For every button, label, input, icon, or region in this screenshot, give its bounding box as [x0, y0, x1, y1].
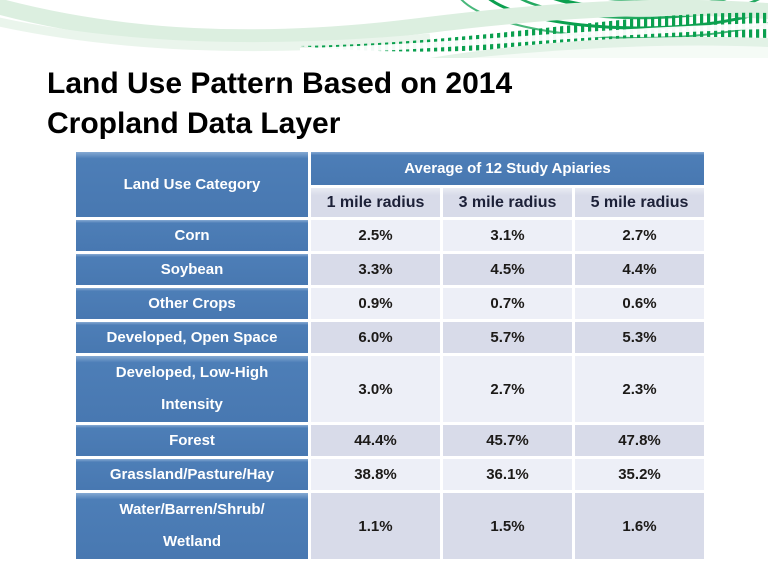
page-title-line1: Land Use Pattern Based on 2014: [47, 67, 513, 100]
value-cell: 2.7%: [443, 356, 572, 422]
value-cell: 1.6%: [575, 493, 704, 559]
category-label: Developed, Low-High Intensity: [115, 363, 269, 413]
value-cell: 35.2%: [575, 459, 704, 490]
page-title: Land Use Pattern Based on 2014 Cropland …: [47, 64, 727, 144]
value-cell: 38.8%: [311, 459, 440, 490]
table-row-developed-low-high: Developed, Low-High Intensity 3.0% 2.7% …: [76, 356, 704, 422]
value-cell: 1.5%: [443, 493, 572, 559]
value-cell: 0.6%: [575, 288, 704, 319]
value-cell: 5.3%: [575, 322, 704, 353]
table-row-corn: Corn 2.5% 3.1% 2.7%: [76, 220, 704, 251]
table-row-grassland: Grassland/Pasture/Hay 38.8% 36.1% 35.2%: [76, 459, 704, 490]
value-cell: 47.8%: [575, 425, 704, 456]
category-cell: Other Crops: [76, 288, 308, 319]
table-row-forest: Forest 44.4% 45.7% 47.8%: [76, 425, 704, 456]
category-label: Developed, Open Space: [106, 328, 278, 346]
value-cell: 3.3%: [311, 254, 440, 285]
page-title-line2: Cropland Data Layer: [47, 107, 341, 140]
land-use-table-container: Land Use Category Average of 12 Study Ap…: [73, 149, 707, 562]
category-label: Corn: [174, 226, 210, 244]
category-label: Other Crops: [148, 294, 236, 312]
category-cell: Grassland/Pasture/Hay: [76, 459, 308, 490]
value-cell: 2.5%: [311, 220, 440, 251]
table-row-water-barren: Water/Barren/Shrub/ Wetland 1.1% 1.5% 1.…: [76, 493, 704, 559]
category-label: Forest: [169, 431, 215, 449]
value-cell: 6.0%: [311, 322, 440, 353]
table-row-soybean: Soybean 3.3% 4.5% 4.4%: [76, 254, 704, 285]
value-cell: 2.3%: [575, 356, 704, 422]
value-cell: 45.7%: [443, 425, 572, 456]
category-cell: Forest: [76, 425, 308, 456]
table-row-other-crops: Other Crops 0.9% 0.7% 0.6%: [76, 288, 704, 319]
header-cell-3mile: 3 mile radius: [443, 188, 572, 217]
value-cell: 0.9%: [311, 288, 440, 319]
land-use-table: Land Use Category Average of 12 Study Ap…: [73, 149, 707, 562]
value-cell: 3.1%: [443, 220, 572, 251]
value-cell: 0.7%: [443, 288, 572, 319]
header-banner-graphic: [0, 0, 768, 58]
value-cell: 4.5%: [443, 254, 572, 285]
value-cell: 5.7%: [443, 322, 572, 353]
header-cell-category: Land Use Category: [76, 152, 308, 217]
category-cell: Developed, Open Space: [76, 322, 308, 353]
value-cell: 44.4%: [311, 425, 440, 456]
header-category-label: Land Use Category: [123, 175, 261, 193]
table-header-row: Land Use Category Average of 12 Study Ap…: [76, 152, 704, 217]
header-cell-5mile: 5 mile radius: [575, 188, 704, 217]
value-cell: 1.1%: [311, 493, 440, 559]
value-cell: 36.1%: [443, 459, 572, 490]
category-label: Grassland/Pasture/Hay: [109, 465, 275, 483]
value-cell: 4.4%: [575, 254, 704, 285]
category-cell: Developed, Low-High Intensity: [76, 356, 308, 422]
header-cell-group: Average of 12 Study Apiaries: [311, 152, 704, 185]
value-cell: 3.0%: [311, 356, 440, 422]
green-swirl-graphic: [0, 0, 768, 58]
category-label: Water/Barren/Shrub/ Wetland: [119, 500, 265, 550]
table-row-developed-open-space: Developed, Open Space 6.0% 5.7% 5.3%: [76, 322, 704, 353]
category-cell: Corn: [76, 220, 308, 251]
category-cell: Soybean: [76, 254, 308, 285]
header-cell-1mile: 1 mile radius: [311, 188, 440, 217]
table-subheader-row: 1 mile radius 3 mile radius 5 mile radiu…: [76, 188, 704, 217]
value-cell: 2.7%: [575, 220, 704, 251]
category-cell: Water/Barren/Shrub/ Wetland: [76, 493, 308, 559]
category-label: Soybean: [160, 260, 224, 278]
